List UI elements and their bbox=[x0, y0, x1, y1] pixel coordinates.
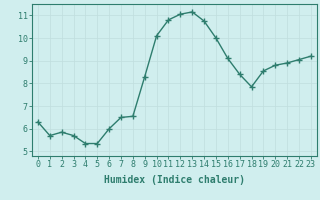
X-axis label: Humidex (Indice chaleur): Humidex (Indice chaleur) bbox=[104, 175, 245, 185]
